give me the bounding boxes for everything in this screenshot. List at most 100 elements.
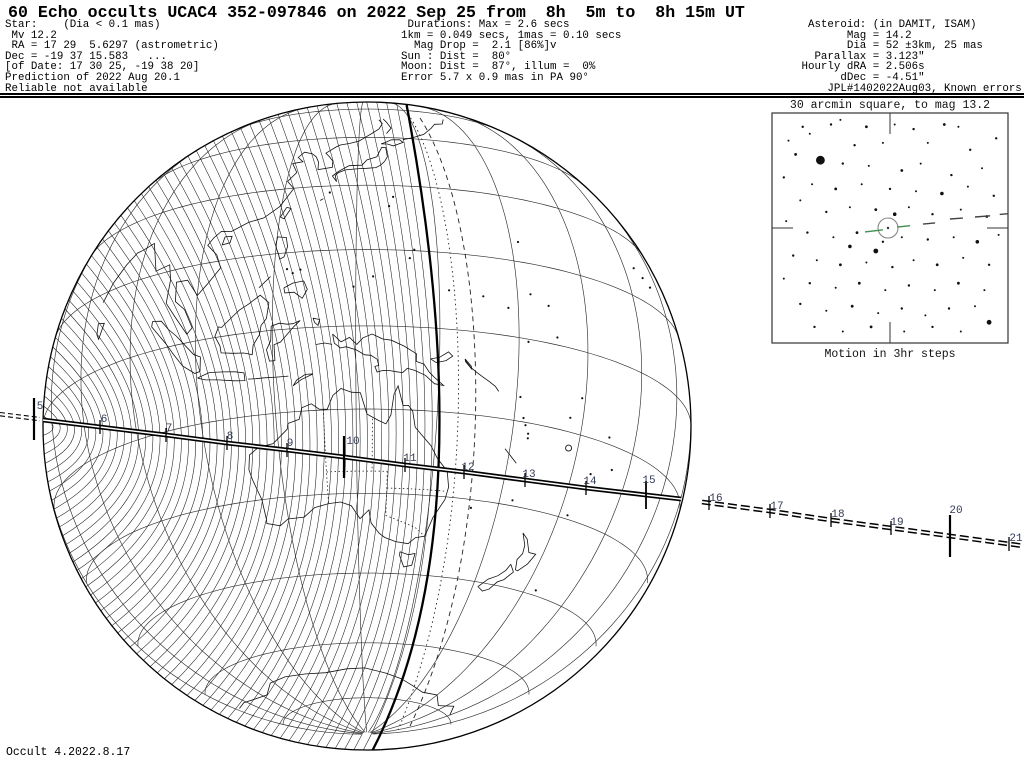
island-dot: [516, 240, 520, 244]
meridian: [194, 107, 365, 733]
field-star: [891, 265, 894, 269]
night-hatch-arc: [279, 107, 368, 739]
night-hatch-arc: [46, 376, 82, 473]
field-star: [881, 141, 884, 144]
coastline: [283, 280, 308, 299]
graticule: [42, 101, 692, 735]
night-hatch-arc: [90, 246, 182, 596]
path-minute-label: 20: [949, 505, 962, 517]
star-chart-frame: [771, 112, 1009, 344]
night-hatch-arc: [123, 200, 225, 641]
field-star: [947, 307, 951, 310]
field-star: [811, 183, 814, 186]
night-hatch-arc: [53, 337, 111, 510]
meridian: [369, 106, 520, 733]
field-star: [832, 236, 835, 239]
night-hatch-arc: [95, 238, 189, 604]
coastline: [239, 667, 455, 716]
field-star: [975, 240, 980, 244]
island-dot: [589, 473, 592, 476]
night-hatch-arc: [59, 318, 125, 528]
path-minute-label: 7: [166, 423, 173, 435]
night-side-shading: [43, 102, 433, 750]
header-star-info: Star: (Dia < 0.1 mas) Mv 12.2 RA = 17 29…: [5, 19, 219, 95]
field-star: [942, 123, 946, 126]
header-divider-top: [0, 93, 1024, 95]
night-hatch-arc: [136, 186, 239, 655]
night-hatch-arc: [363, 103, 433, 750]
field-star: [962, 256, 965, 259]
parallel: [86, 493, 648, 584]
island-dot: [507, 306, 510, 309]
island-dot: [522, 416, 525, 420]
field-star: [900, 236, 903, 239]
meridian: [371, 138, 643, 734]
parallel: [53, 408, 681, 510]
night-hatch-arc: [164, 161, 268, 679]
parallel: [137, 572, 597, 647]
path-minute-label: 11: [403, 453, 417, 465]
coastline: [102, 119, 383, 335]
page-title: 60 Echo occults UCAC4 352-097846 on 2022…: [8, 3, 745, 22]
shadow-path-dashed-core: [701, 501, 1024, 547]
meridian: [271, 103, 366, 733]
field-star: [912, 127, 915, 131]
parallel: [235, 108, 499, 131]
island-dot: [448, 289, 451, 292]
target-star: [886, 226, 890, 230]
field-star: [935, 263, 939, 267]
field-star: [926, 238, 929, 241]
path-minute-label: 10: [346, 436, 359, 448]
path-minute-label: 12: [461, 462, 474, 474]
night-hatch-arc: [316, 102, 397, 747]
island-dot: [469, 506, 472, 509]
night-hatch-arc: [344, 102, 418, 750]
island-dot: [524, 424, 527, 427]
shadow-path-core: [42, 419, 682, 500]
parallel: [204, 642, 530, 695]
island-dot: [632, 267, 635, 270]
twilight-line-dotted: [397, 113, 459, 731]
night-hatch-arc: [270, 109, 361, 736]
field-star: [957, 125, 960, 128]
asteroid-motion-track: [864, 213, 1009, 239]
coastline: [221, 235, 233, 246]
target-star-circle: [877, 217, 899, 239]
path-minute-label: 8: [227, 431, 234, 443]
path-minute-label: 6: [101, 414, 108, 426]
field-star: [892, 212, 897, 216]
field-star: [912, 259, 915, 262]
night-hatch-arc: [335, 102, 411, 749]
star-chart-caption-top: 30 arcmin square, to mag 13.2: [790, 99, 990, 112]
header-divider-bottom: [0, 96, 1024, 98]
path-minute-label: 5: [37, 401, 44, 413]
field-star: [983, 289, 986, 292]
field-star: [893, 123, 896, 126]
coastline: [477, 564, 514, 592]
night-hatch-arc: [253, 114, 347, 730]
parallel: [282, 697, 452, 725]
motion-dash: [949, 217, 963, 220]
path-minute-label: 19: [890, 517, 903, 529]
coastline: [248, 384, 450, 545]
field-star: [907, 206, 910, 209]
field-star: [874, 208, 878, 212]
meridian: [372, 395, 692, 735]
night-hatch-arc: [62, 308, 132, 537]
meridian: [372, 201, 678, 734]
field-star: [841, 162, 844, 165]
coastline: [332, 333, 445, 387]
island-dot: [413, 248, 416, 251]
night-hatch-arc: [65, 299, 139, 546]
island-dot: [328, 191, 331, 194]
parallel: [92, 184, 642, 255]
field-star: [969, 148, 972, 151]
field-star: [813, 325, 816, 329]
island-dot: [610, 468, 613, 472]
star-chart-inset: 30 arcmin square, to mag 13.2 Motion in …: [771, 99, 1009, 361]
coastline: [247, 375, 289, 380]
field-star: [986, 319, 992, 325]
path-minute-label: 18: [831, 509, 844, 521]
field-star: [900, 307, 903, 310]
field-star: [888, 187, 892, 191]
